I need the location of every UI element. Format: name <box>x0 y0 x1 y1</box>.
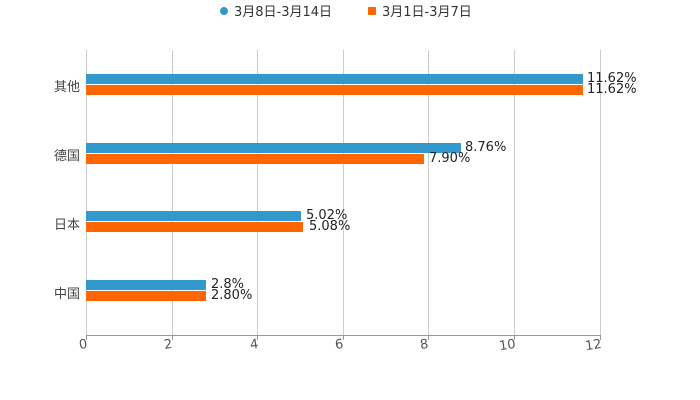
chart-legend: 3月8日-3月14日 3月1日-3月7日 <box>0 5 700 21</box>
bar-series-1[interactable] <box>86 143 461 153</box>
bar-series-1[interactable] <box>86 211 301 221</box>
gridline <box>343 50 344 335</box>
category-label: 日本 <box>53 218 80 233</box>
category-label: 德国 <box>53 149 80 164</box>
legend-square-icon <box>368 7 376 15</box>
x-tick-label: 12 <box>584 337 603 355</box>
bar-series-2[interactable] <box>86 291 206 301</box>
gridline <box>86 50 87 335</box>
data-label: 11.62% <box>587 71 637 86</box>
gridline <box>514 50 515 335</box>
x-tick <box>343 335 344 340</box>
bar-series-2[interactable] <box>86 85 583 95</box>
data-label: 11.62% <box>587 82 637 97</box>
bar-series-2[interactable] <box>86 222 303 232</box>
data-label: 7.90% <box>429 151 471 166</box>
gridline <box>257 50 258 335</box>
x-tick <box>428 335 429 340</box>
bar-series-1[interactable] <box>86 74 583 84</box>
bar-series-1[interactable] <box>86 280 206 290</box>
data-label: 2.8% <box>211 277 245 292</box>
legend-item-series-2[interactable]: 3月1日-3月7日 <box>368 5 472 21</box>
data-label: 8.76% <box>465 140 507 155</box>
data-label: 5.08% <box>309 219 351 234</box>
x-tick-label: 10 <box>498 337 517 355</box>
data-label: 5.02% <box>306 208 348 223</box>
legend-circle-icon <box>220 7 228 15</box>
data-label: 2.80% <box>211 288 253 303</box>
category-label: 其他 <box>53 80 80 95</box>
bar-series-2[interactable] <box>86 154 424 164</box>
gridline <box>172 50 173 335</box>
legend-label: 3月1日-3月7日 <box>382 5 472 20</box>
legend-label: 3月8日-3月14日 <box>234 5 333 20</box>
gridline <box>600 50 601 335</box>
x-tick <box>514 335 515 340</box>
x-tick <box>172 335 173 340</box>
gridline <box>428 50 429 335</box>
x-tick <box>86 335 87 340</box>
x-tick <box>257 335 258 340</box>
x-tick <box>600 335 601 340</box>
plot-area <box>86 50 601 335</box>
category-label: 中国 <box>53 287 80 302</box>
legend-item-series-1[interactable]: 3月8日-3月14日 <box>220 5 332 21</box>
